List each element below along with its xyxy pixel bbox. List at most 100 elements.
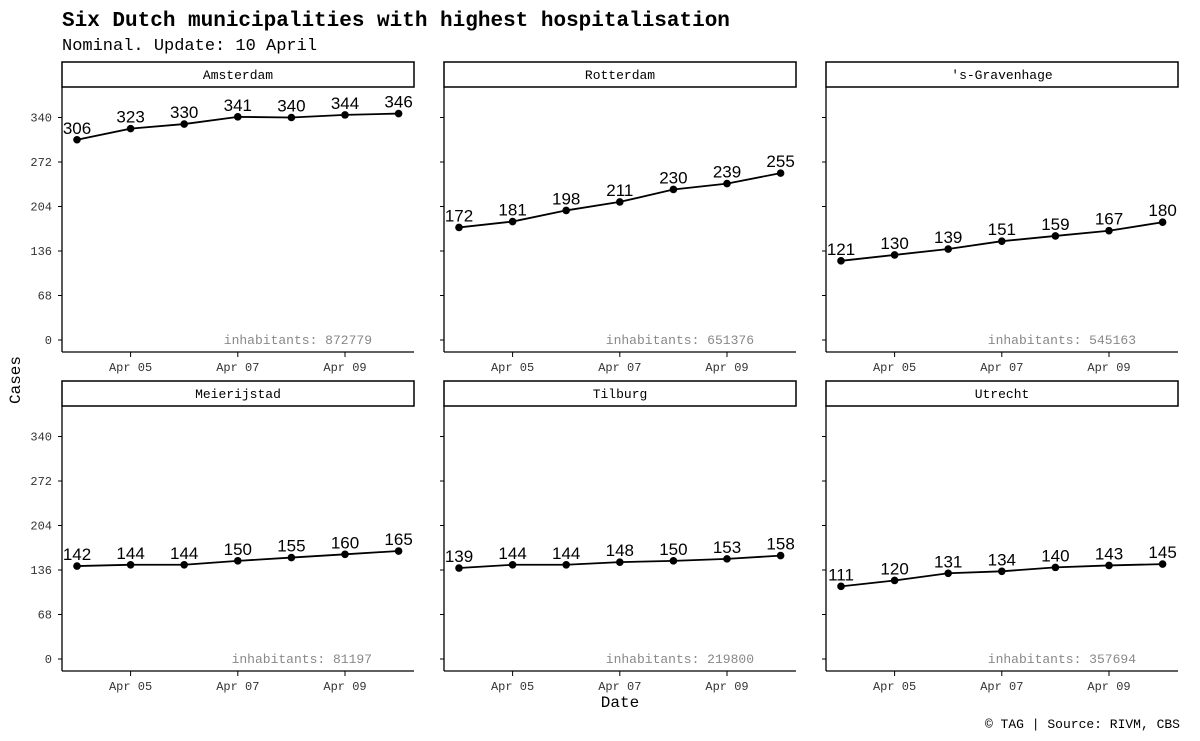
data-point <box>287 553 296 562</box>
facet-strip <box>443 380 797 407</box>
data-point <box>234 113 242 121</box>
data-point <box>73 135 81 144</box>
x-tick-label: Apr 07 <box>598 361 641 375</box>
data-label: 158 <box>766 535 794 554</box>
data-label: 181 <box>498 201 526 220</box>
data-label: 130 <box>880 234 908 253</box>
facet-strip <box>443 61 797 88</box>
x-tick-label: Apr 07 <box>980 361 1023 375</box>
data-label: 340 <box>277 97 305 116</box>
facet-strip <box>825 380 1179 407</box>
data-label: 111 <box>828 565 854 584</box>
data-label: 140 <box>1041 546 1069 565</box>
x-tick-label: Apr 07 <box>216 680 259 694</box>
data-label: 239 <box>713 163 741 182</box>
data-point <box>723 179 731 188</box>
inhabitants-note: inhabitants: 357694 <box>988 652 1136 667</box>
data-point <box>126 560 135 569</box>
data-label: 255 <box>766 152 794 171</box>
x-tick-label: Apr 09 <box>1087 680 1130 694</box>
y-tick-label: 340 <box>30 112 52 126</box>
data-label: 139 <box>934 228 962 247</box>
x-tick-label: Apr 05 <box>491 361 534 375</box>
data-point <box>837 582 845 591</box>
y-tick-label: 204 <box>30 520 52 534</box>
inhabitants-note: inhabitants: 81197 <box>232 652 372 667</box>
data-label: 144 <box>498 544 526 563</box>
data-point <box>394 109 403 118</box>
data-point <box>455 223 463 232</box>
facet-strip-label: Meierijstad <box>195 387 281 402</box>
y-tick-label: 272 <box>30 156 52 170</box>
y-tick-label: 136 <box>30 245 52 259</box>
data-point <box>341 550 349 559</box>
chart-title: Six Dutch municipalities with highest ho… <box>62 10 730 33</box>
facet-strip-label: Tilburg <box>593 387 648 402</box>
data-label: 346 <box>384 93 412 112</box>
data-point <box>998 567 1006 576</box>
x-tick-label: Apr 07 <box>598 680 641 694</box>
y-tick-label: 272 <box>30 475 52 489</box>
x-tick-label: Apr 07 <box>216 361 259 375</box>
data-point <box>669 557 678 565</box>
x-axis-label: Date <box>601 694 639 712</box>
facet-strip <box>61 380 415 407</box>
data-point <box>455 564 463 572</box>
data-label: 180 <box>1148 201 1176 220</box>
data-point <box>341 111 349 119</box>
data-point <box>944 569 952 578</box>
data-label: 167 <box>1095 210 1123 229</box>
data-label: 150 <box>659 540 687 559</box>
x-tick-label: Apr 09 <box>1087 361 1130 375</box>
data-point <box>1158 560 1167 568</box>
data-label: 131 <box>934 552 962 571</box>
inhabitants-note: inhabitants: 872779 <box>224 333 372 348</box>
facet-panels: Amsterdam 0 68 136 204 272 340 Apr 05 Apr 07 Apr … <box>30 61 1179 694</box>
data-label: 120 <box>880 559 908 578</box>
caption: © TAG | Source: RIVM, CBS <box>985 717 1180 732</box>
y-tick-label: 0 <box>45 653 52 667</box>
y-tick-label: 136 <box>30 564 52 578</box>
panel-tilburg: Tilburg Apr 05 Apr 07 Apr 09 139 144 144 148 150… <box>440 380 797 694</box>
inhabitants-note: inhabitants: 545163 <box>988 333 1136 348</box>
data-label: 142 <box>63 545 91 564</box>
panel-amsterdam: Amsterdam 0 68 136 204 272 340 Apr 05 Apr 07 Apr … <box>30 61 415 375</box>
data-point <box>1105 561 1113 570</box>
facet-strip-label: 's-Gravenhage <box>951 68 1052 83</box>
data-label: 134 <box>988 550 1016 569</box>
panel-utrecht: Utrecht Apr 05 Apr 07 Apr 09 111 120 131 134 140… <box>822 380 1179 694</box>
data-label: 143 <box>1095 544 1123 563</box>
data-point <box>944 245 952 253</box>
y-axis-label: Cases <box>7 356 25 404</box>
inhabitants-note: inhabitants: 651376 <box>606 333 754 348</box>
data-point <box>394 547 403 555</box>
data-point <box>616 558 624 566</box>
chart-subtitle: Nominal. Update: 10 April <box>62 37 317 56</box>
x-tick-label: Apr 05 <box>873 680 916 694</box>
data-label: 160 <box>331 533 359 552</box>
data-label: 148 <box>606 541 634 560</box>
data-label: 151 <box>988 220 1016 239</box>
y-tick-label: 68 <box>38 609 52 623</box>
x-tick-label: Apr 07 <box>980 680 1023 694</box>
data-point <box>508 217 517 226</box>
data-point <box>73 562 81 570</box>
data-label: 323 <box>116 108 144 127</box>
data-point <box>1051 563 1060 572</box>
data-label: 330 <box>170 103 198 122</box>
data-label: 211 <box>606 181 633 200</box>
panel-s-gravenhage: 's-Gravenhage Apr 05 Apr 07 Apr 09 121 130 139… <box>822 61 1179 375</box>
data-label: 150 <box>224 540 252 559</box>
data-point <box>1105 226 1113 235</box>
data-label: 172 <box>445 206 473 225</box>
x-tick-label: Apr 05 <box>109 680 152 694</box>
data-label: 159 <box>1041 215 1069 234</box>
y-tick-label: 0 <box>45 334 52 348</box>
x-tick-label: Apr 09 <box>323 361 366 375</box>
y-tick-label: 204 <box>30 201 52 215</box>
facet-strip <box>61 61 415 88</box>
data-label: 198 <box>552 189 580 208</box>
data-point <box>562 560 570 569</box>
data-label: 144 <box>552 544 580 563</box>
